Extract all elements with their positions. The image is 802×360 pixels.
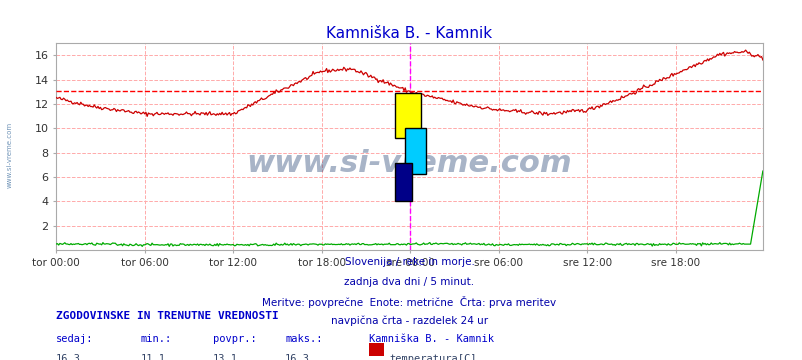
- Text: Meritve: povprečne  Enote: metrične  Črta: prva meritev: Meritve: povprečne Enote: metrične Črta:…: [262, 296, 556, 308]
- Text: 11,1: 11,1: [140, 354, 165, 360]
- Text: min.:: min.:: [140, 334, 172, 344]
- Text: temperatura[C]: temperatura[C]: [389, 354, 476, 360]
- Title: Kamniška B. - Kamnik: Kamniška B. - Kamnik: [326, 26, 492, 41]
- Text: 13,1: 13,1: [213, 354, 237, 360]
- Text: 16,3: 16,3: [285, 354, 310, 360]
- Text: www.si-vreme.com: www.si-vreme.com: [246, 149, 572, 178]
- FancyBboxPatch shape: [395, 163, 412, 201]
- Text: ZGODOVINSKE IN TRENUTNE VREDNOSTI: ZGODOVINSKE IN TRENUTNE VREDNOSTI: [56, 311, 278, 321]
- FancyBboxPatch shape: [404, 128, 425, 174]
- Text: navpična črta - razdelek 24 ur: navpična črta - razdelek 24 ur: [330, 316, 488, 326]
- Text: povpr.:: povpr.:: [213, 334, 256, 344]
- FancyBboxPatch shape: [395, 93, 420, 139]
- Text: zadnja dva dni / 5 minut.: zadnja dva dni / 5 minut.: [344, 277, 474, 287]
- Text: Slovenija / reke in morje.: Slovenija / reke in morje.: [344, 257, 474, 267]
- Text: www.si-vreme.com: www.si-vreme.com: [6, 122, 13, 188]
- Text: maks.:: maks.:: [285, 334, 322, 344]
- Text: 16,3: 16,3: [56, 354, 81, 360]
- Text: Kamniška B. - Kamnik: Kamniška B. - Kamnik: [369, 334, 494, 344]
- Text: sedaj:: sedaj:: [56, 334, 94, 344]
